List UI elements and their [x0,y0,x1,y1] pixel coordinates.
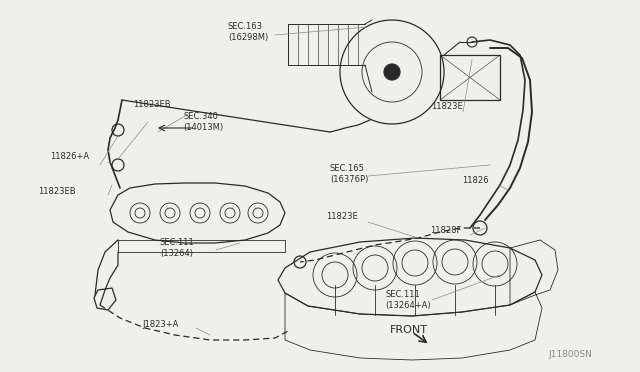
Text: SEC.340: SEC.340 [183,112,218,121]
Text: (16298M): (16298M) [228,33,268,42]
Text: SEC.111: SEC.111 [160,238,195,247]
Text: 11826+A: 11826+A [50,152,89,161]
Text: (14013M): (14013M) [183,123,223,132]
Text: J11800SN: J11800SN [548,350,592,359]
Text: 11823EB: 11823EB [38,187,76,196]
Text: (13264): (13264) [160,249,193,258]
Text: FRONT: FRONT [390,325,428,335]
Text: 11828F: 11828F [430,226,461,235]
Text: SEC.165: SEC.165 [330,164,365,173]
Text: SEC.111: SEC.111 [385,290,420,299]
Text: 11826: 11826 [462,176,488,185]
Text: 11823E: 11823E [326,212,358,221]
Text: J1823+A: J1823+A [142,320,179,329]
Circle shape [384,64,400,80]
Text: 11823E: 11823E [431,102,463,111]
Text: (16376P): (16376P) [330,175,369,184]
Text: 11823EB: 11823EB [133,100,171,109]
Text: (13264+A): (13264+A) [385,301,431,310]
Text: SEC.163: SEC.163 [228,22,263,31]
